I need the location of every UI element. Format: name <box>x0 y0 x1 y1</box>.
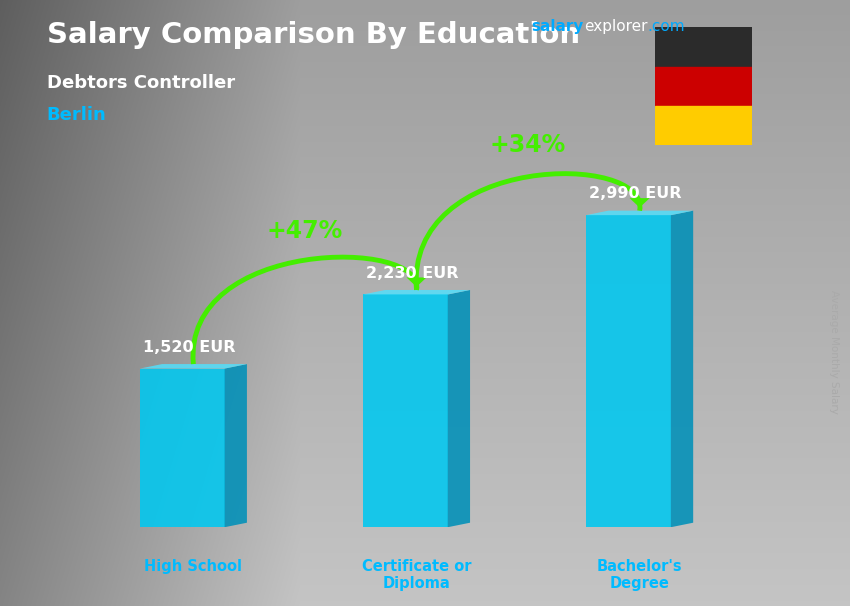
Polygon shape <box>586 215 671 527</box>
Text: Bachelor's
Degree: Bachelor's Degree <box>597 559 683 591</box>
Bar <box>654 27 752 67</box>
Text: Debtors Controller: Debtors Controller <box>47 74 235 92</box>
Text: +47%: +47% <box>267 219 343 243</box>
Polygon shape <box>630 198 649 207</box>
Polygon shape <box>448 290 470 527</box>
Text: Average Monthly Salary: Average Monthly Salary <box>829 290 839 413</box>
Text: 1,520 EUR: 1,520 EUR <box>143 340 235 355</box>
Polygon shape <box>363 290 470 295</box>
Text: Berlin: Berlin <box>47 106 106 124</box>
Polygon shape <box>586 211 693 215</box>
Text: .com: .com <box>648 19 685 35</box>
Bar <box>654 106 752 145</box>
Text: 2,990 EUR: 2,990 EUR <box>589 186 682 201</box>
Polygon shape <box>224 364 246 527</box>
Text: 2,230 EUR: 2,230 EUR <box>366 265 458 281</box>
Text: Salary Comparison By Education: Salary Comparison By Education <box>47 21 580 49</box>
Text: High School: High School <box>144 559 242 573</box>
Polygon shape <box>139 364 246 368</box>
Polygon shape <box>406 278 427 287</box>
Text: +34%: +34% <box>490 133 566 158</box>
Polygon shape <box>139 368 224 527</box>
Text: Certificate or
Diploma: Certificate or Diploma <box>362 559 471 591</box>
Polygon shape <box>363 295 448 527</box>
Polygon shape <box>671 211 693 527</box>
Text: salary: salary <box>531 19 584 35</box>
Bar <box>654 67 752 106</box>
Text: explorer: explorer <box>584 19 648 35</box>
